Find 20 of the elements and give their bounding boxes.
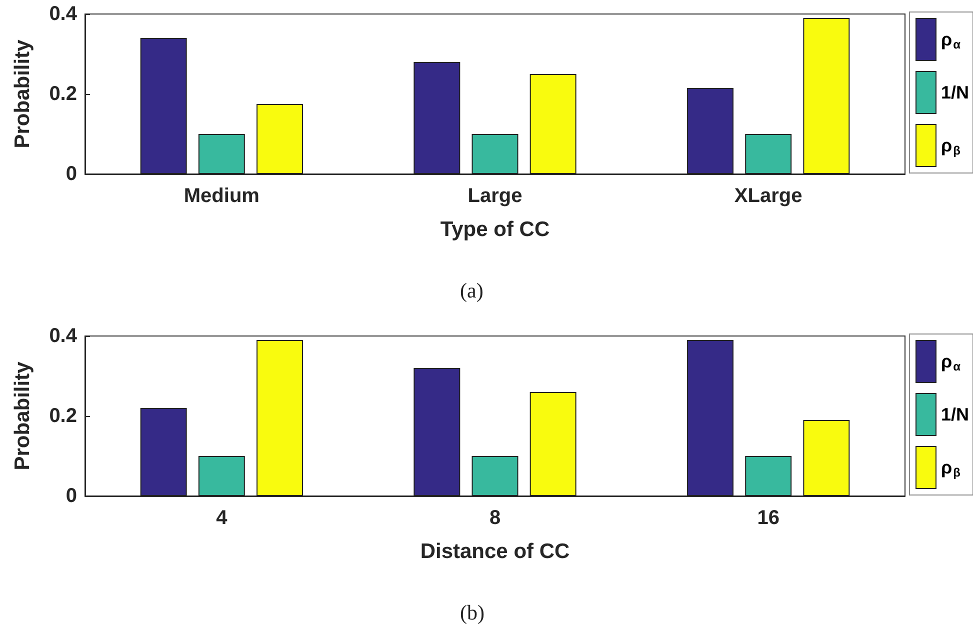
x-tick-label: XLarge (734, 185, 802, 207)
y-tick-label: 0.2 (49, 405, 77, 427)
y-axis-title: Probability (11, 361, 34, 470)
y-tick-label: 0.4 (49, 325, 78, 347)
x-tick-label: 4 (216, 507, 228, 529)
x-axis-title: Distance of CC (420, 540, 570, 563)
text: (b) (460, 600, 484, 624)
x-tick-label: Medium (184, 185, 260, 207)
x-axis-title: Type of CC (440, 218, 550, 241)
y-tick-label: 0.2 (49, 83, 77, 105)
y-tick-label: 0 (66, 485, 77, 507)
legend-label: 1/N (940, 82, 970, 102)
x-tick-label: Large (468, 185, 522, 207)
legend-label: 1/N (940, 404, 970, 424)
y-tick-label: 0.4 (49, 3, 78, 25)
x-tick-label: 8 (489, 507, 501, 529)
y-tick-label: 0 (66, 163, 77, 185)
text: (a) (460, 278, 484, 302)
y-axis-title: Probability (11, 39, 34, 148)
x-tick-label: 16 (757, 507, 780, 529)
